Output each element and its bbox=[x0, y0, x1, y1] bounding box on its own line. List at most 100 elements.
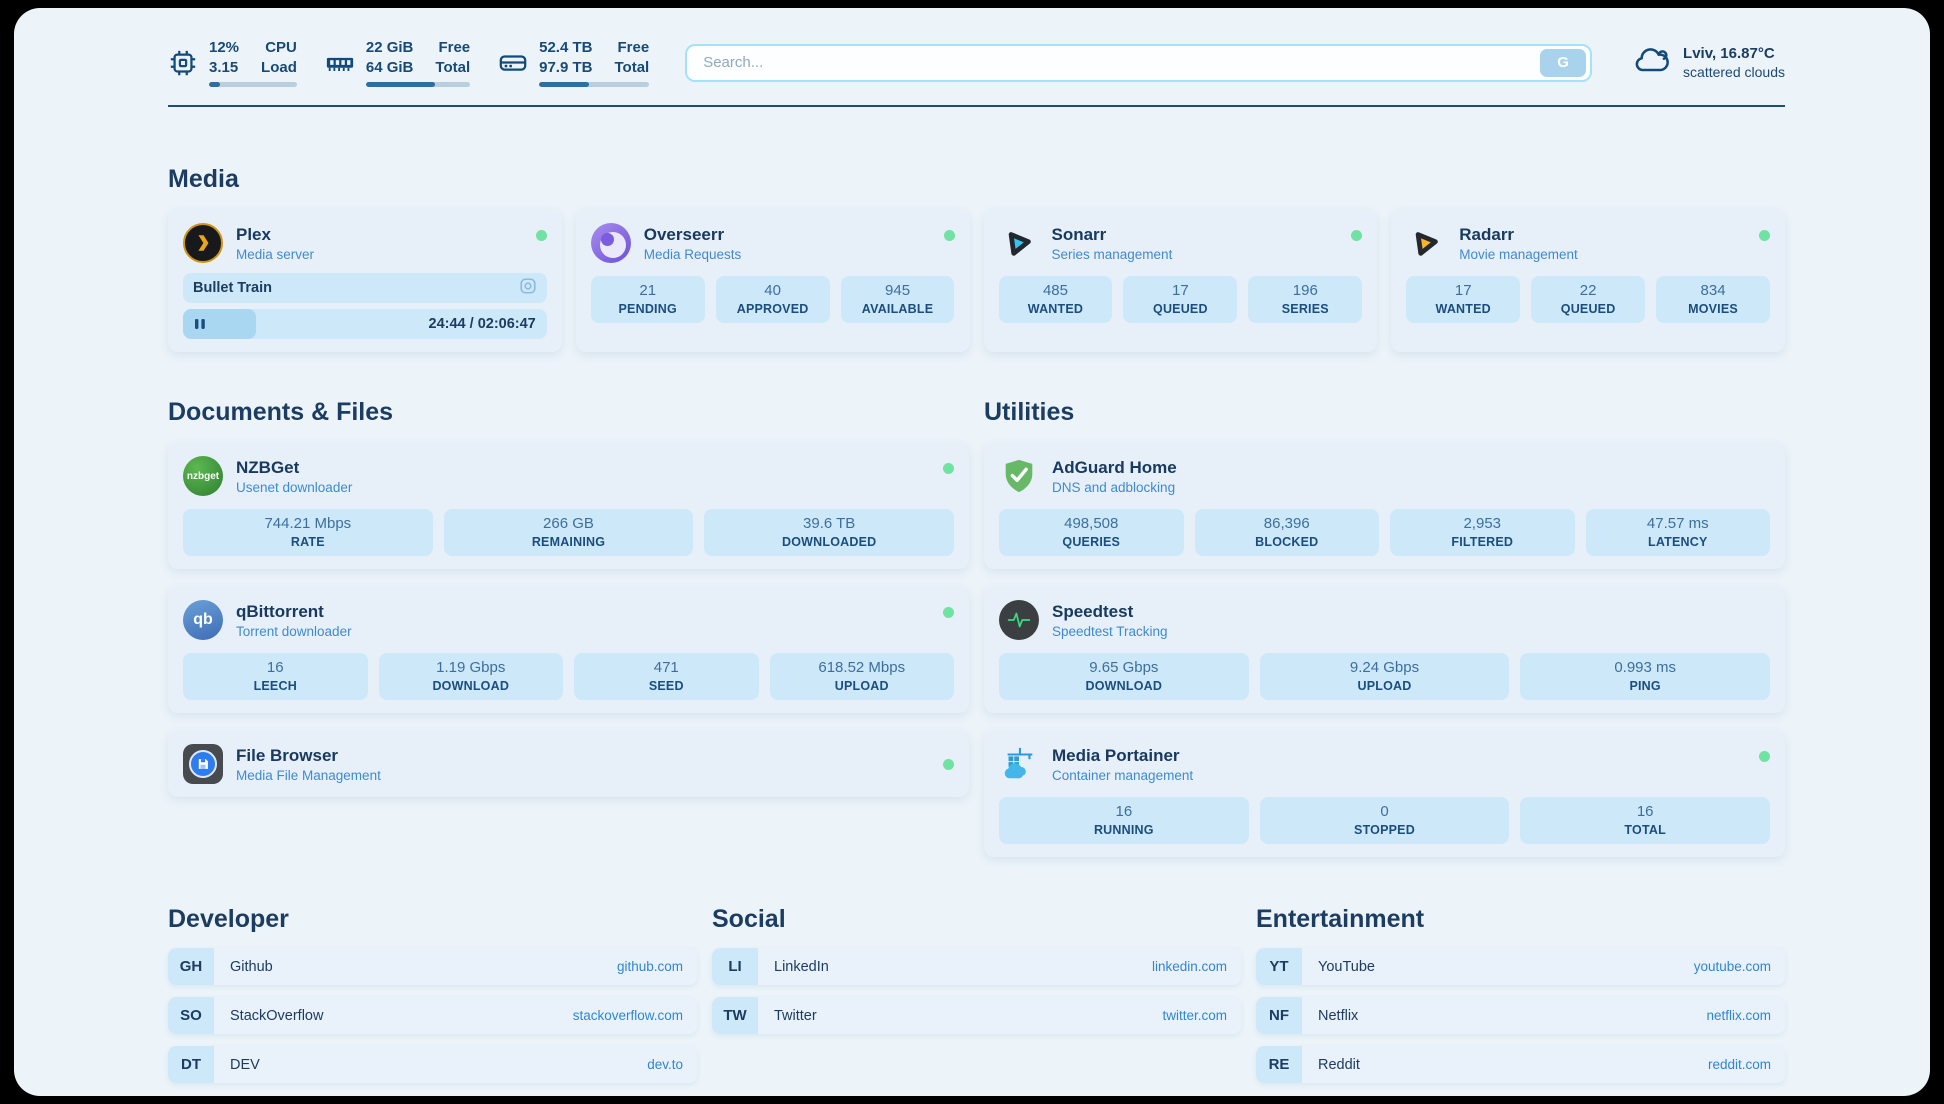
stat-value: 0.993 ms bbox=[1614, 659, 1677, 676]
app-title[interactable]: qBittorrent bbox=[236, 601, 324, 621]
app-subtitle: Torrent downloader bbox=[236, 623, 352, 639]
weather-location-temp: Lviv, 16.87°C bbox=[1683, 45, 1775, 62]
media-grid: Plex Media server Bullet Train bbox=[168, 210, 1785, 352]
bookmark-abbr: YT bbox=[1256, 948, 1302, 985]
stat-latency: 47.57 ms LATENCY bbox=[1585, 509, 1770, 556]
stats-row: 498,508 QUERIES 86,396 BLOCKED 2,953 FILTER… bbox=[999, 509, 1770, 556]
sonarr-card[interactable]: Sonarr Series management 485 WANTED 17 QUE… bbox=[983, 210, 1378, 352]
qbittorrent-card[interactable]: qb qBittorrent Torrent downloader 16 LEEC… bbox=[168, 587, 969, 713]
filebrowser-titles: File Browser Media File Management bbox=[236, 746, 381, 783]
stat-value: 22 bbox=[1579, 282, 1597, 299]
stat-value: 196 bbox=[1292, 282, 1318, 299]
search-provider-button[interactable]: G bbox=[1540, 48, 1587, 77]
app-subtitle: DNS and adblocking bbox=[1052, 479, 1176, 495]
search-bar[interactable]: G bbox=[685, 43, 1593, 82]
speedtest-card[interactable]: Speedtest Speedtest Tracking 9.65 Gbps DO… bbox=[984, 587, 1785, 713]
bookmark-stackoverflow[interactable]: SO StackOverflow stackoverflow.com bbox=[168, 997, 697, 1034]
stats-row: 17 WANTED 22 QUEUED 834 MOVIES bbox=[1406, 276, 1770, 323]
stats-row: 16 LEECH 1.19 Gbps DOWNLOAD 471 SEED 618.52… bbox=[183, 653, 954, 700]
nzbget-icon: nzbget bbox=[183, 456, 223, 496]
radarr-card[interactable]: Radarr Movie management 17 WANTED 22 QUEUE… bbox=[1391, 210, 1785, 352]
adguard-card[interactable]: AdGuard Home DNS and adblocking 498,508 Q… bbox=[984, 443, 1785, 569]
stat-label: DOWNLOAD bbox=[1085, 679, 1163, 693]
stat-movies: 834 MOVIES bbox=[1656, 276, 1770, 323]
stats-row: 485 WANTED 17 QUEUED 196 SERIES bbox=[998, 276, 1363, 323]
search-input[interactable] bbox=[687, 54, 1541, 71]
stat-pending: 21 PENDING bbox=[590, 276, 705, 323]
plex-card[interactable]: Plex Media server Bullet Train bbox=[168, 210, 562, 352]
stat-value: 47.57 ms bbox=[1646, 515, 1709, 532]
bookmark-name: LinkedIn bbox=[774, 958, 829, 975]
bookmark-youtube[interactable]: YT YouTube youtube.com bbox=[1256, 948, 1785, 985]
memory-icon bbox=[325, 48, 355, 78]
disk-free-label: Free bbox=[617, 39, 650, 56]
memory-free-value: 22 GiB bbox=[365, 39, 414, 56]
app-title[interactable]: Radarr bbox=[1459, 224, 1515, 244]
stat-label: QUERIES bbox=[1062, 535, 1121, 549]
stat-label: SEED bbox=[648, 679, 684, 693]
stat-remaining: 266 GB REMAINING bbox=[443, 509, 694, 556]
plex-titles: Plex Media server bbox=[236, 225, 314, 262]
app-title[interactable]: AdGuard Home bbox=[1052, 457, 1177, 477]
app-subtitle: Media Requests bbox=[643, 246, 742, 262]
bookmark-abbr: DT bbox=[168, 1046, 214, 1083]
utilities-column: Utilities AdGuard Home DNS and adblockin… bbox=[984, 398, 1785, 857]
now-playing-view-icon[interactable] bbox=[519, 277, 537, 300]
stat-value: 16 bbox=[266, 659, 284, 676]
app-subtitle: Container management bbox=[1052, 767, 1194, 783]
disk-progress-track bbox=[539, 82, 650, 87]
stat-value: 618.52 Mbps bbox=[818, 659, 906, 676]
stat-label: WANTED bbox=[1027, 302, 1084, 316]
portainer-card[interactable]: Media Portainer Container management 16 R… bbox=[984, 731, 1785, 857]
app-title[interactable]: Speedtest bbox=[1052, 601, 1134, 621]
app-title[interactable]: NZBGet bbox=[236, 457, 300, 477]
speedtest-titles: Speedtest Speedtest Tracking bbox=[1052, 602, 1168, 639]
stat-label: APPROVED bbox=[736, 302, 809, 316]
bookmark-abbr: NF bbox=[1256, 997, 1302, 1034]
overseerr-card[interactable]: Overseerr Media Requests 21 PENDING 40 APP… bbox=[575, 210, 970, 352]
stat-value: 471 bbox=[653, 659, 679, 676]
app-title[interactable]: File Browser bbox=[236, 745, 339, 765]
status-dot bbox=[1351, 230, 1363, 241]
bookmark-reddit[interactable]: RE Reddit reddit.com bbox=[1256, 1046, 1785, 1083]
memory-total-label: Total bbox=[435, 58, 471, 76]
app-title[interactable]: Sonarr bbox=[1051, 224, 1107, 244]
cpu-label: CPU bbox=[265, 39, 297, 56]
filebrowser-card[interactable]: File Browser Media File Management bbox=[168, 731, 969, 797]
bookmark-abbr: RE bbox=[1256, 1046, 1302, 1083]
bookmark-netflix[interactable]: NF Netflix netflix.com bbox=[1256, 997, 1785, 1034]
memory-progress-track bbox=[365, 82, 471, 87]
stat-downloaded: 39.6 TB DOWNLOADED bbox=[704, 509, 954, 556]
stat-download: 1.19 Gbps DOWNLOAD bbox=[378, 653, 563, 700]
bookmark-linkedin[interactable]: LI LinkedIn linkedin.com bbox=[712, 948, 1241, 985]
stat-upload: 9.24 Gbps UPLOAD bbox=[1259, 653, 1510, 700]
disk-icon bbox=[498, 48, 528, 78]
stat-label: DOWNLOAD bbox=[432, 679, 510, 693]
stats-row: 9.65 Gbps DOWNLOAD 9.24 Gbps UPLOAD 0.993 … bbox=[999, 653, 1770, 700]
nzbget-card[interactable]: nzbget NZBGet Usenet downloader 744.21 M… bbox=[168, 443, 969, 569]
app-title[interactable]: Plex bbox=[236, 224, 271, 244]
stat-label: DOWNLOADED bbox=[781, 535, 877, 549]
status-dot bbox=[943, 758, 954, 770]
bookmark-url: dev.to bbox=[647, 1057, 683, 1072]
stats-row: 21 PENDING 40 APPROVED 945 AVAILABLE bbox=[590, 276, 955, 323]
bookmark-github[interactable]: GH Github github.com bbox=[168, 948, 697, 985]
memory-free-label: Free bbox=[438, 39, 471, 56]
disk-stats: 52.4 TB Free 97.9 TB Total bbox=[539, 38, 650, 87]
app-title[interactable]: Overseerr bbox=[643, 224, 725, 244]
stat-series: 196 SERIES bbox=[1248, 276, 1363, 323]
stat-running: 16 RUNNING bbox=[999, 797, 1249, 844]
app-title[interactable]: Media Portainer bbox=[1052, 745, 1180, 765]
cpu-progress-track bbox=[209, 82, 297, 87]
stat-value: 86,396 bbox=[1263, 515, 1310, 532]
disk-progress-fill bbox=[539, 82, 589, 87]
bookmark-dev[interactable]: DT DEV dev.to bbox=[168, 1046, 697, 1083]
sonarr-icon bbox=[999, 223, 1039, 263]
pause-icon[interactable] bbox=[194, 317, 206, 331]
bookmark-name: Reddit bbox=[1318, 1056, 1360, 1073]
stat-value: 17 bbox=[1172, 282, 1189, 299]
header-divider bbox=[168, 105, 1785, 107]
stat-label: BLOCKED bbox=[1255, 535, 1319, 549]
bookmark-twitter[interactable]: TW Twitter twitter.com bbox=[712, 997, 1241, 1034]
cpu-load-label: Load bbox=[261, 58, 297, 76]
